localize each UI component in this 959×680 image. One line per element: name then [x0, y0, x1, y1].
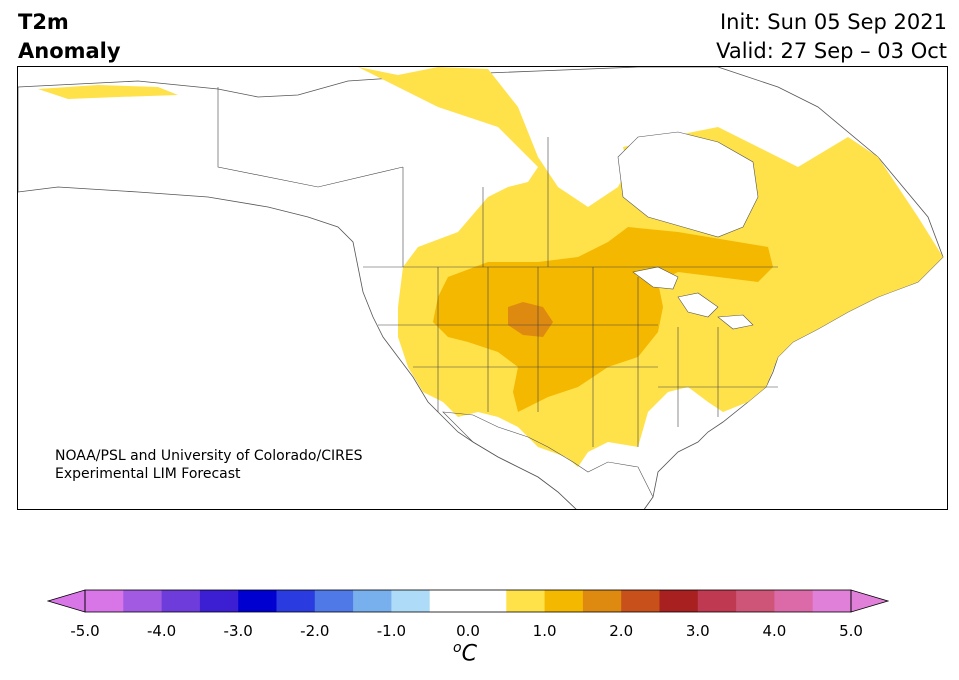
colorbar-swatch [544, 590, 584, 612]
colorbar-swatch [621, 590, 660, 612]
colorbar-swatch [391, 590, 431, 612]
anomaly-area-dark [508, 302, 553, 337]
colorbar-swatch [199, 590, 239, 612]
political-borders [217, 87, 778, 447]
colorbar-swatch [161, 590, 201, 612]
colorbar-swatch [85, 590, 124, 612]
colorbar-tick-label: 5.0 [839, 622, 863, 640]
colorbar-swatch [429, 590, 469, 612]
colorbar-swatch [582, 590, 622, 612]
colorbar-swatches [46, 589, 890, 613]
colorbar-tick-label: -4.0 [146, 622, 177, 640]
colorbar-swatch [123, 590, 163, 612]
title-variable: T2m [18, 10, 69, 34]
credit-line2: Experimental LIM Forecast [55, 466, 241, 482]
colorbar-swatch [238, 590, 277, 612]
unit-celsius: C [461, 641, 477, 667]
colorbar-tick-label: -5.0 [70, 622, 100, 640]
anomaly-area-light-north [38, 85, 178, 99]
anomaly-area-medium [433, 227, 773, 412]
colorbar-tick-label: -2.0 [300, 622, 330, 640]
colorbar-tick-label: 0.0 [456, 622, 480, 640]
colorbar-swatch [314, 590, 354, 612]
anomaly-map: NOAA/PSL and University of Colorado/CIRE… [17, 66, 948, 510]
colorbar-tick-label: 2.0 [609, 622, 634, 640]
colorbar-swatch [468, 590, 507, 612]
colorbar [46, 589, 890, 617]
forecast-dates: Init: Sun 05 Sep 2021 Valid: 27 Sep – 03… [716, 8, 947, 66]
colorbar-swatch [659, 590, 699, 612]
colorbar-swatch [812, 590, 852, 612]
colorbar-unit: oC [453, 640, 477, 666]
valid-date: Valid: 27 Sep – 03 Oct [716, 39, 947, 63]
colorbar-swatch [353, 590, 392, 612]
colorbar-under-arrow [46, 589, 86, 613]
colorbar-swatch [276, 590, 316, 612]
colorbar-ticks: -5.0 -4.0 -3.0 -2.0 -1.0 0.0 1.0 2.0 3.0 4.0 5.0 [0, 622, 959, 642]
init-date: Init: Sun 05 Sep 2021 [719, 10, 947, 34]
colorbar-tick-label: 1.0 [532, 622, 557, 640]
colorbar-tick-label: -3.0 [223, 622, 253, 640]
colorbar-swatch [697, 590, 737, 612]
credit-line1: NOAA/PSL and University of Colorado/CIRE… [55, 448, 363, 464]
mexico-outline [442, 411, 654, 509]
map-credit: NOAA/PSL and University of Colorado/CIRE… [55, 447, 363, 483]
colorbar-tick-label: 4.0 [762, 622, 787, 640]
map-title: T2m Anomaly [18, 8, 121, 66]
colorbar-swatch [774, 590, 814, 612]
colorbar-swatch [736, 590, 775, 612]
title-anomaly: Anomaly [18, 39, 121, 63]
unit-degree: o [453, 640, 462, 656]
colorbar-swatch [506, 590, 546, 612]
map-canvas [18, 67, 944, 509]
hudson-bay [617, 131, 759, 238]
colorbar-over-arrow [850, 589, 890, 613]
colorbar-tick-label: -1.0 [376, 622, 407, 640]
colorbar-tick-label: 3.0 [685, 622, 710, 640]
great-lakes [632, 266, 754, 330]
colorbar-frame [84, 589, 852, 613]
